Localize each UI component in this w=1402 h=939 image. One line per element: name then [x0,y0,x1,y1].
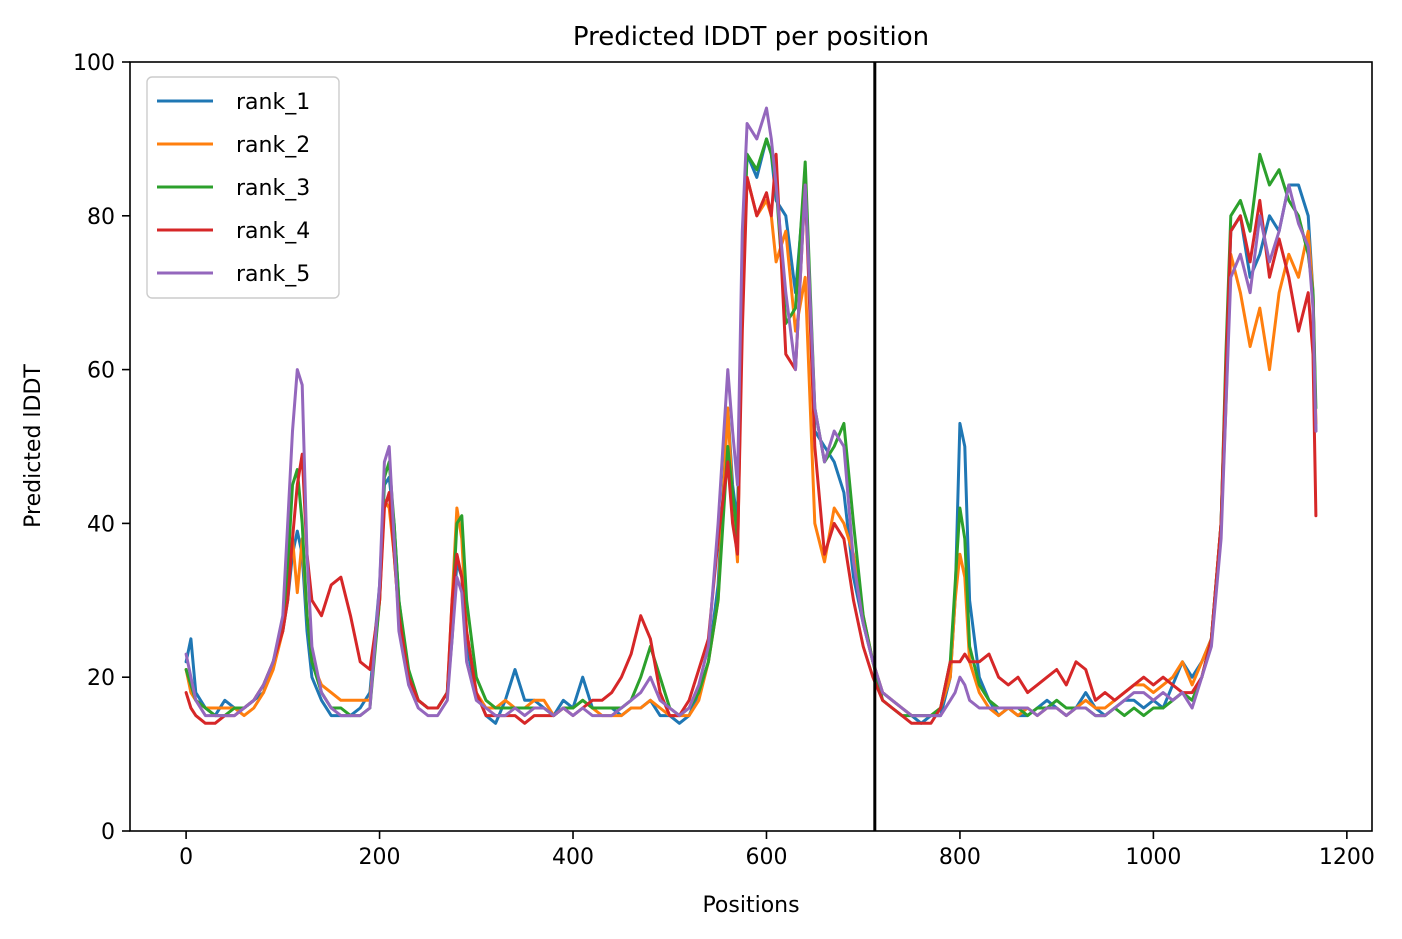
y-axis: 0 20 40 60 80 100 [73,51,130,845]
y-tick-label: 100 [73,51,115,76]
y-tick-label: 40 [87,512,115,537]
x-tick-label: 600 [745,845,787,870]
x-tick-label: 1200 [1319,845,1375,870]
x-axis: 0 200 400 600 800 1000 1200 [179,831,1375,870]
legend-label-rank_2: rank_2 [236,133,310,158]
series-line-rank_3 [184,137,1318,718]
chart-title: Predicted lDDT per position [573,22,929,52]
legend-label-rank_1: rank_1 [236,90,310,115]
x-tick-label: 800 [939,845,981,870]
legend: rank_1 rank_2 rank_3 rank_4 rank_5 [146,76,340,299]
plot-frame [129,61,1373,832]
series-layer [184,106,1318,725]
x-tick-label: 1000 [1125,845,1181,870]
series-line-rank_4 [184,152,1318,725]
y-tick-label: 80 [87,205,115,230]
x-tick-label: 0 [179,845,193,870]
x-axis-title: Positions [702,893,799,918]
y-tick-label: 60 [87,359,115,384]
legend-frame [146,76,340,299]
legend-label-rank_4: rank_4 [236,219,310,244]
x-tick-label: 200 [359,845,401,870]
x-tick-label: 400 [552,845,594,870]
y-tick-label: 20 [87,666,115,691]
legend-label-rank_5: rank_5 [236,262,310,287]
plot-area [129,61,1373,832]
y-axis-title: Predicted lDDT [21,364,46,528]
y-tick-label: 0 [101,820,115,845]
legend-label-rank_3: rank_3 [236,176,310,201]
series-line-rank_5 [184,106,1318,718]
